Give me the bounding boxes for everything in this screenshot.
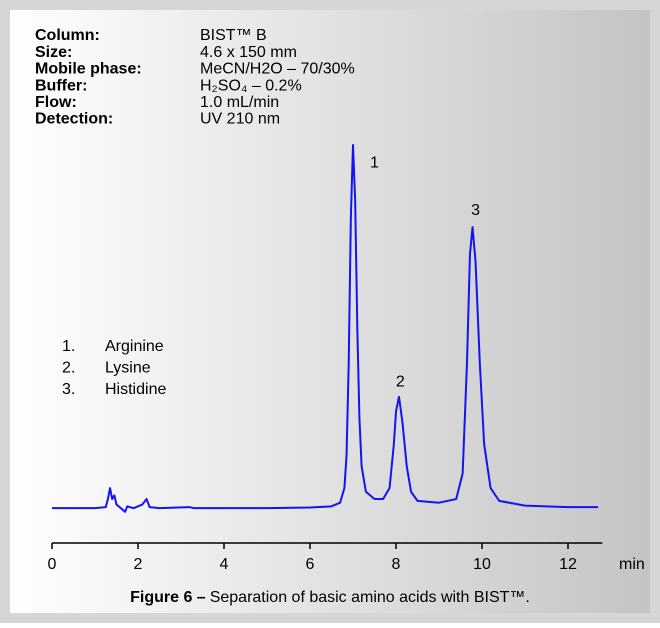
x-tick-label: 2	[134, 556, 143, 573]
legend-name: Arginine	[105, 338, 164, 355]
info-label: Buffer:	[35, 77, 87, 94]
peak-label: 3	[471, 202, 480, 219]
info-label: Column:	[35, 27, 100, 44]
x-tick-label: 12	[559, 556, 577, 573]
info-label: Size:	[35, 44, 72, 61]
chromatogram-line	[52, 144, 599, 513]
caption-text: Separation of basic amino acids with BIS…	[210, 589, 530, 606]
info-value: UV 210 nm	[200, 111, 280, 128]
info-label: Flow:	[35, 94, 77, 111]
legend-number: 2.	[62, 360, 75, 377]
info-value: 4.6 x 150 mm	[200, 44, 297, 61]
info-label: Mobile phase:	[35, 61, 142, 78]
caption: Figure 6 – Separation of basic amino acid…	[130, 589, 530, 606]
x-unit: min	[619, 556, 645, 573]
info-value: 1.0 mL/min	[200, 94, 279, 111]
x-tick-label: 6	[306, 556, 315, 573]
panel	[10, 10, 650, 613]
x-tick-label: 8	[392, 556, 401, 573]
x-tick-label: 4	[220, 556, 229, 573]
x-tick-label: 10	[473, 556, 491, 573]
info-value: BIST™ B	[200, 27, 267, 44]
info-label: Detection:	[35, 111, 113, 128]
peak-label: 2	[396, 373, 405, 390]
x-tick-label: 0	[48, 556, 57, 573]
peak-label: 1	[370, 154, 379, 171]
legend-number: 1.	[62, 338, 75, 355]
info-value: H₂SO₄ – 0.2%	[200, 77, 302, 94]
legend-name: Lysine	[105, 360, 151, 377]
caption-bold: Figure 6 –	[130, 589, 206, 606]
legend-number: 3.	[62, 381, 75, 398]
legend-name: Histidine	[105, 381, 166, 398]
info-value: MeCN/H2O – 70/30%	[200, 61, 355, 78]
